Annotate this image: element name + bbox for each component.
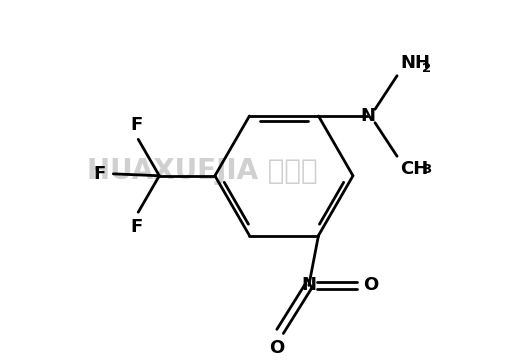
Text: O: O <box>363 276 379 294</box>
Text: 2: 2 <box>422 62 431 75</box>
Text: CH: CH <box>400 160 428 178</box>
Text: 3: 3 <box>422 163 431 176</box>
Text: O: O <box>269 339 284 357</box>
Text: N: N <box>361 107 376 125</box>
Text: F: F <box>130 218 142 236</box>
Text: F: F <box>93 165 106 183</box>
Text: F: F <box>130 116 142 134</box>
Text: HUAXUEJIA 化学加: HUAXUEJIA 化学加 <box>87 157 318 185</box>
Text: N: N <box>302 276 317 294</box>
Text: NH: NH <box>400 54 430 72</box>
